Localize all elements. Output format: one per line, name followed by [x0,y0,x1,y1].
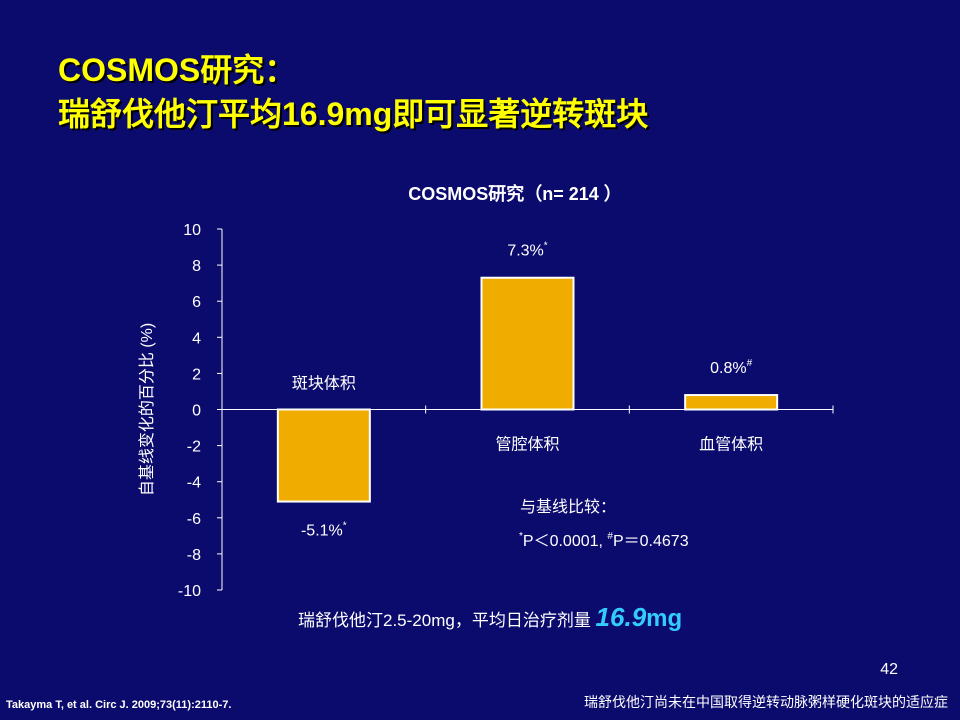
y-tick-label: 4 [192,330,201,347]
y-tick-label: -8 [187,547,201,564]
value-label-2: 7.3%* [507,241,547,260]
bar-3 [684,394,779,411]
y-tick-label: 2 [192,366,201,383]
y-tick-label: 6 [192,294,201,311]
chart-title: COSMOS研究（n= 214 ） [408,183,622,204]
disclaimer: 瑞舒伐他汀尚未在中国取得逆转动脉粥样硬化斑块的适应症 [584,694,948,710]
y-tick-label: -2 [187,439,201,456]
value-label-1: -5.1%* [301,521,347,540]
category-label-2: 管腔体积 [495,436,559,454]
slide-title: COSMOS研究： 瑞舒伐他汀平均16.9mg即可显著逆转斑块 [58,48,648,136]
dose-note: 瑞舒伐他汀2.5-20mg，平均日治疗剂量 16.9mg [298,602,682,632]
category-label-1: 斑块体积 [292,375,356,393]
y-tick-label: -10 [178,583,201,600]
y-tick-label: -6 [187,511,201,528]
comparison-note-heading: 与基线比较： [520,498,616,516]
category-label-3: 血管体积 [699,436,763,454]
y-tick-label: 8 [192,258,201,275]
y-tick-label: -4 [187,475,201,492]
comparison-note-pvalues: *P＜0.0001, #P＝0.4673 [519,531,689,550]
y-axis-title: 自基线变化的百分比 (%) [138,323,156,496]
citation: Takayma T, et al. Circ J. 2009;73(11):21… [6,699,232,711]
y-tick-label: 10 [183,222,201,239]
bar-1 [276,408,371,503]
value-label-3: 0.8%# [710,358,752,377]
y-tick-label: 0 [192,403,201,420]
page-number: 42 [880,661,898,678]
bar-2 [480,276,575,411]
slide-title-line-2: 瑞舒伐他汀平均16.9mg即可显著逆转斑块 [58,96,649,132]
slide-title-line-1: COSMOS研究： [58,52,297,88]
